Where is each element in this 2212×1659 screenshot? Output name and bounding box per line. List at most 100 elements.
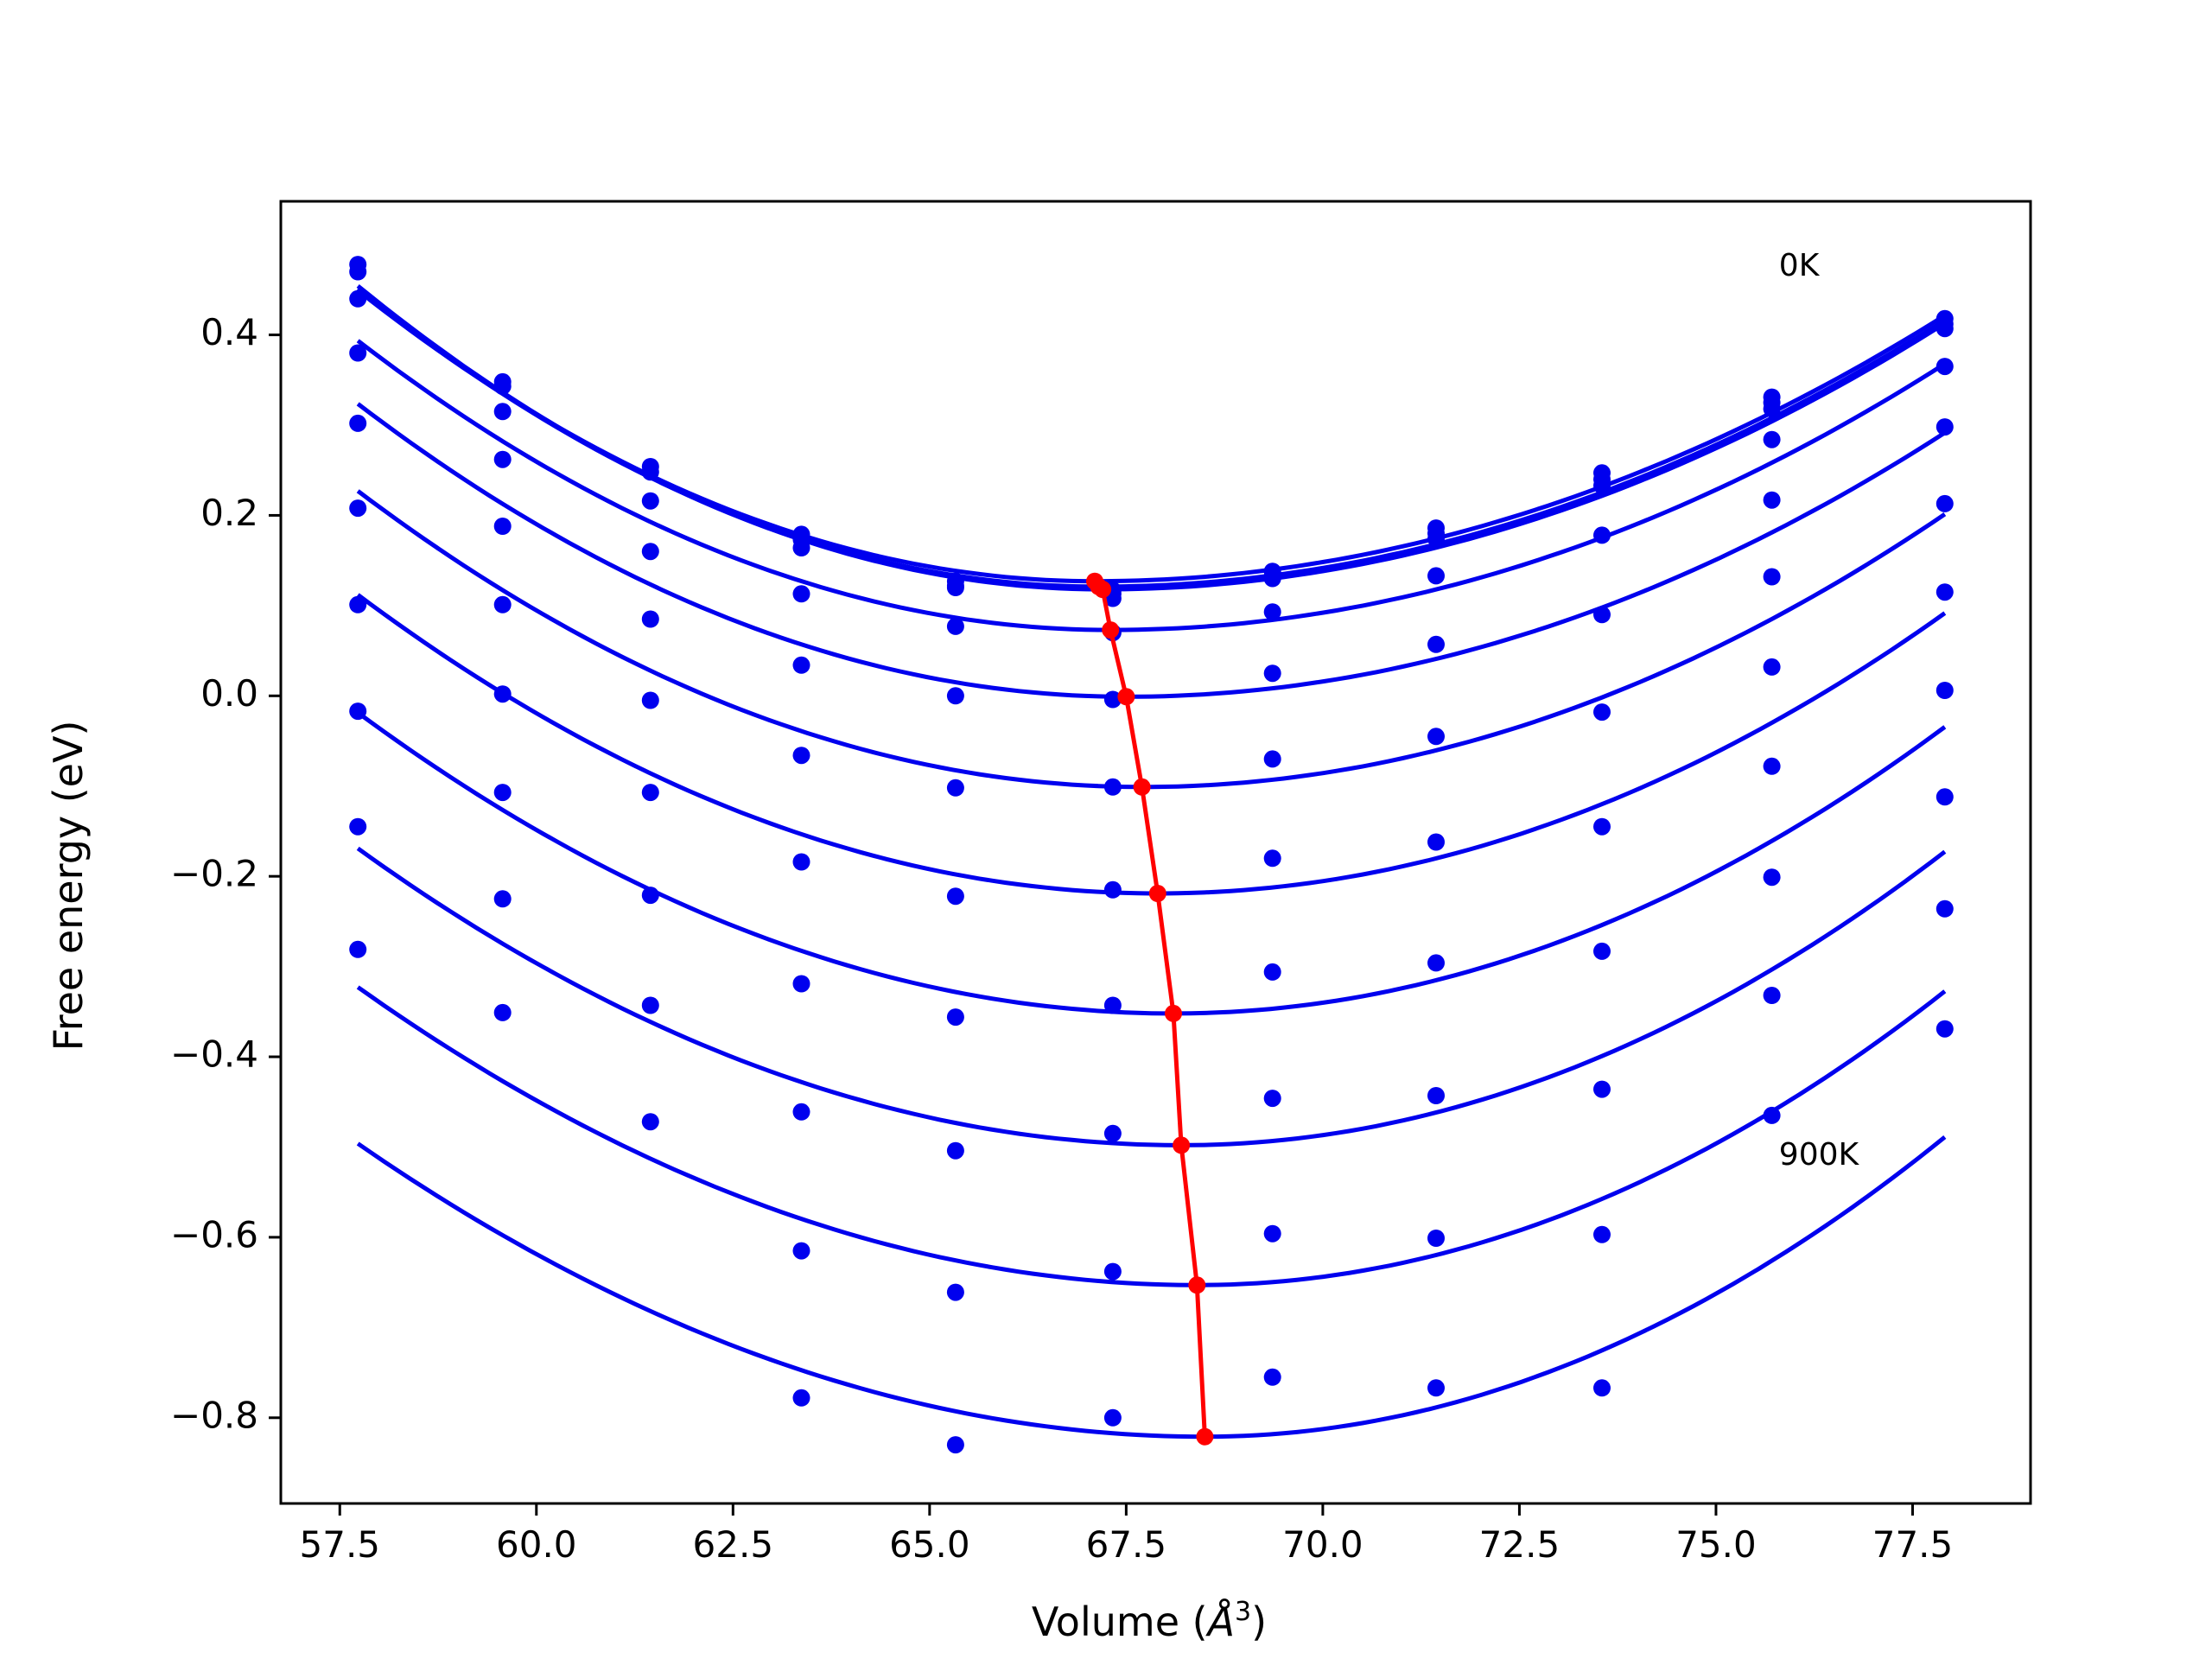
data-point-s8-v9 — [1763, 868, 1781, 887]
fit-curve-9 — [356, 985, 1947, 1287]
data-point-s2-v2 — [641, 492, 659, 510]
x-tick-label-3: 65.0 — [889, 1523, 970, 1566]
data-point-s3-v0 — [349, 344, 367, 362]
data-point-s7-v6 — [1263, 963, 1281, 981]
data-point-s3-v1 — [493, 450, 512, 468]
x-tick-label-4: 67.5 — [1086, 1523, 1167, 1566]
data-point-s2-v1 — [493, 403, 512, 421]
y-axis-label: Free energy (eV) — [45, 721, 92, 1052]
data-point-s1-v0 — [349, 263, 367, 281]
data-point-s4-v3 — [792, 656, 810, 674]
fit-curve-2 — [356, 283, 1947, 592]
fit-curve-7 — [356, 710, 1947, 1016]
data-point-s3-v6 — [1263, 603, 1281, 621]
data-point-s5-v0 — [349, 499, 367, 518]
data-point-s6-v0 — [349, 595, 367, 613]
fit-curve-4 — [356, 402, 1947, 699]
data-point-s8-v5 — [1103, 1124, 1122, 1142]
y-tick-label-6: −0.8 — [170, 1394, 258, 1436]
data-point-s6-v8 — [1593, 817, 1611, 836]
data-point-s10-v7 — [1427, 1379, 1445, 1397]
data-point-s9-v10 — [1936, 899, 1954, 918]
axes: 57.5 60.0 62.5 65.0 67.5 70.0 72.5 75.0 77.5 0.4 0… — [170, 200, 2032, 1566]
data-point-s7-v0 — [349, 702, 367, 721]
data-point-s2-v8 — [1593, 477, 1611, 494]
fit-curve-10 — [356, 1135, 1947, 1440]
data-point-s5-v2 — [641, 691, 659, 709]
x-axis-label: Volume (Å3) — [1032, 1597, 1267, 1645]
y-tick-label-3: −0.2 — [170, 853, 258, 895]
data-point-s7-v3 — [792, 975, 810, 993]
data-point-s9-v1 — [493, 1003, 512, 1021]
data-point-s2-v4 — [946, 579, 964, 596]
data-point-s9-v5 — [1103, 1262, 1122, 1281]
axes-frame — [279, 200, 2032, 1505]
data-point-s3-v8 — [1593, 526, 1611, 544]
data-point-s2-v3 — [792, 539, 810, 556]
data-point-s6-v1 — [493, 685, 512, 703]
data-point-s6-v10 — [1936, 583, 1954, 601]
minimum-point-7 — [1165, 1004, 1182, 1022]
y-tick-label-0: 0.4 — [200, 311, 258, 353]
data-point-s6-v5 — [1103, 880, 1122, 899]
data-point-s2-v9 — [1763, 400, 1781, 418]
data-point-s4-v10 — [1936, 418, 1954, 436]
data-point-s2-v0 — [349, 289, 367, 308]
data-point-s3-v10 — [1936, 358, 1954, 376]
data-point-s7-v8 — [1593, 942, 1611, 960]
data-point-s4-v5 — [1103, 690, 1122, 709]
data-point-s10-v5 — [1103, 1408, 1122, 1427]
minimum-point-5 — [1133, 778, 1151, 796]
data-point-s9-v4 — [946, 1283, 964, 1301]
data-point-s10-v4 — [946, 1436, 964, 1454]
x-tick-label-0: 57.5 — [300, 1523, 381, 1566]
minimum-point-8 — [1173, 1136, 1191, 1154]
data-point-s6-v4 — [946, 887, 964, 906]
data-point-s7-v4 — [946, 1008, 964, 1027]
data-point-s3-v4 — [946, 617, 964, 635]
data-point-s7-v10 — [1936, 682, 1954, 699]
data-point-s8-v3 — [792, 1103, 810, 1121]
data-point-s3-v2 — [641, 543, 659, 561]
data-point-s5-v4 — [946, 779, 964, 797]
y-tick-label-1: 0.2 — [200, 492, 258, 534]
data-point-s9-v2 — [641, 1113, 659, 1131]
data-point-s4-v1 — [493, 518, 512, 535]
data-point-s9-v6 — [1263, 1224, 1281, 1243]
data-point-s1-v2 — [641, 463, 659, 481]
y-tick-label-4: −0.4 — [170, 1033, 258, 1076]
data-point-s2-v6 — [1263, 569, 1281, 588]
minimum-point-6 — [1148, 885, 1166, 902]
data-point-s6-v2 — [641, 784, 659, 802]
x-tick-label-6: 72.5 — [1479, 1523, 1560, 1566]
data-point-s4-v2 — [641, 610, 659, 628]
fit-curve-3 — [356, 339, 1947, 632]
fit-curve-8 — [356, 846, 1947, 1147]
data-point-s7-v7 — [1427, 954, 1445, 972]
data-point-s6-v3 — [792, 853, 810, 871]
x-tick-label-8: 77.5 — [1872, 1523, 1954, 1566]
data-point-s2-v10 — [1936, 320, 1954, 338]
data-point-s5-v10 — [1936, 494, 1954, 512]
minimum-point-10 — [1196, 1427, 1214, 1446]
data-point-s10-v3 — [792, 1389, 810, 1407]
data-point-s8-v8 — [1593, 1080, 1611, 1098]
data-point-s1-v1 — [493, 378, 512, 396]
data-point-s3-v7 — [1427, 567, 1445, 585]
annotation-1: 900K — [1779, 1137, 1860, 1173]
data-point-s4-v4 — [946, 687, 964, 705]
data-point-s7-v2 — [641, 887, 659, 905]
annotation-0: 0K — [1779, 248, 1821, 283]
data-point-s5-v9 — [1763, 568, 1781, 586]
data-point-s2-v7 — [1427, 530, 1445, 548]
minimum-point-9 — [1188, 1276, 1206, 1294]
data-point-s7-v5 — [1103, 996, 1122, 1014]
data-point-s6-v6 — [1263, 849, 1281, 868]
data-point-s7-v1 — [493, 784, 512, 802]
data-point-s5-v6 — [1263, 750, 1281, 768]
data-point-s4-v6 — [1263, 664, 1281, 683]
data-point-s8-v7 — [1427, 1087, 1445, 1104]
y-tick-label-2: 0.0 — [200, 672, 258, 715]
